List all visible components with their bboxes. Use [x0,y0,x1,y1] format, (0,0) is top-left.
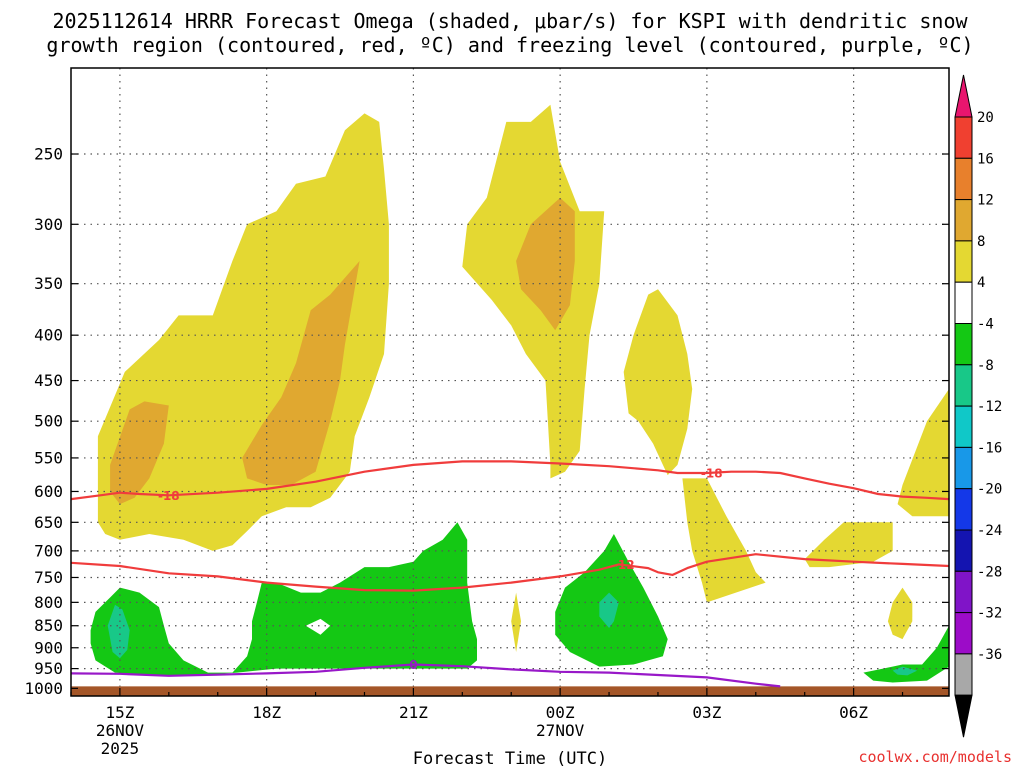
colorbar-swatch-9 [954,488,973,531]
downward-motion-a [90,522,477,676]
omega-shading [90,104,949,683]
chart-title-line-2: growth region (contoured, red, ºC) and f… [46,33,973,57]
upward-motion-d [682,478,766,603]
y-tick-label-250: 250 [34,145,63,164]
colorbar-label-11: -28 [977,564,1002,580]
temperature-contours: -18 -18 -12 0 [71,460,949,688]
y-tick-label-850: 850 [34,616,63,635]
upward-motion-a-core [110,401,169,505]
colorbar-label-2: 12 [977,193,994,209]
y-tick-label-650: 650 [34,513,63,532]
x-tick-label-06Z: 06Z [839,703,868,722]
colorbar-bottom-arrow [954,694,973,738]
colorbar-swatch-4 [954,281,973,325]
isotherm-minus-12-label-0: -12 [613,558,635,572]
colorbar-swatch-12 [954,612,973,655]
y-tick-label-400: 400 [34,326,63,345]
y-tick-label-500: 500 [34,412,63,431]
colorbar-label-12: -32 [977,606,1002,622]
y-tick-label-750: 750 [34,568,63,587]
colorbar-label-7: -12 [977,399,1002,415]
y-tick-label-450: 450 [34,371,63,390]
x-tick-date-15Z: 26NOV [96,721,145,740]
y-tick-label-350: 350 [34,274,63,293]
upward-motion-c [623,289,693,476]
colorbar-label-3: 8 [977,234,985,250]
source-credit: coolwx.com/models [858,748,1012,766]
x-tick-label-15Z: 15Z [105,703,134,722]
y-tick-label-600: 600 [34,482,63,501]
isotherm-minus-18-label-0: -18 [158,489,180,503]
terrain-below-ground [71,686,949,696]
y-tick-label-800: 800 [34,593,63,612]
freezing-level-label-0: 0 [409,658,417,672]
downward-motion-a-core [107,604,130,659]
colorbar-label-1: 16 [977,151,994,167]
upward-motion-g [887,587,913,640]
downward-motion-b-core [599,592,619,628]
x-tick-label-18Z: 18Z [252,703,281,722]
isotherm-minus-18-line [71,460,949,501]
downward-motion-c-core [892,666,918,676]
ground-fill [71,686,949,696]
plot-frame [70,67,950,697]
y-tick-label-950: 950 [34,659,63,678]
upward-motion-e [804,522,893,568]
colorbar-swatch-6 [954,364,973,407]
colorbar-swatch-3 [954,240,973,283]
x-tick-year-15Z: 2025 [101,739,140,758]
x-tick-date-00Z: 27NOV [536,721,585,740]
colorbar-label-5: -4 [977,317,994,333]
upward-motion-a-core2 [242,261,360,485]
colorbar-label-4: 4 [977,275,985,291]
x-tick-label-03Z: 03Z [692,703,721,722]
colorbar-top-arrow [954,74,973,118]
y-tick-label-550: 550 [34,448,63,467]
colorbar-label-10: -24 [977,523,1002,539]
colorbar-label-0: 20 [977,110,994,126]
downward-motion-a-gap [305,618,331,635]
plot-gridlines [71,68,949,696]
colorbar-label-13: -36 [977,647,1002,663]
colorbar-label-9: -20 [977,482,1002,498]
colorbar-swatch-5 [954,323,973,366]
y-tick-label-1000: 1000 [24,679,63,698]
omega-colorbar: 20 16 12 8 4 -4 -8 -12 -16 -20 -24 -28 -32 -36 [954,74,1002,738]
colorbar-swatch-1 [954,157,973,201]
freezing-level-line [71,663,781,688]
x-axis-label: Forecast Time (UTC) [413,749,607,768]
isotherm-minus-12-line [71,553,949,592]
chart-title-line-1: 2025112614 HRRR Forecast Omega (shaded, … [52,9,968,33]
x-tick-label-00Z: 00Z [546,703,575,722]
y-tick-label-700: 700 [34,541,63,560]
colorbar-swatch-8 [954,446,973,490]
colorbar-swatch-0 [954,116,973,159]
isotherm-minus-18-label-1: -18 [701,467,723,481]
colorbar-label-6: -8 [977,358,994,374]
upward-motion-h [511,592,521,652]
y-tick-label-900: 900 [34,638,63,657]
colorbar-label-8: -16 [977,440,1002,456]
y-tick-label-300: 300 [34,215,63,234]
x-tick-label-21Z: 21Z [399,703,428,722]
colorbar-swatch-13 [954,653,973,696]
colorbar-swatch-11 [954,570,973,614]
colorbar-swatch-2 [954,199,973,242]
colorbar-swatch-7 [954,405,973,448]
colorbar-swatch-10 [954,529,973,572]
y-axis-pressure: 250 300 350 400 450 500 550 600 650 700 750 800 850 9… [24,145,949,698]
